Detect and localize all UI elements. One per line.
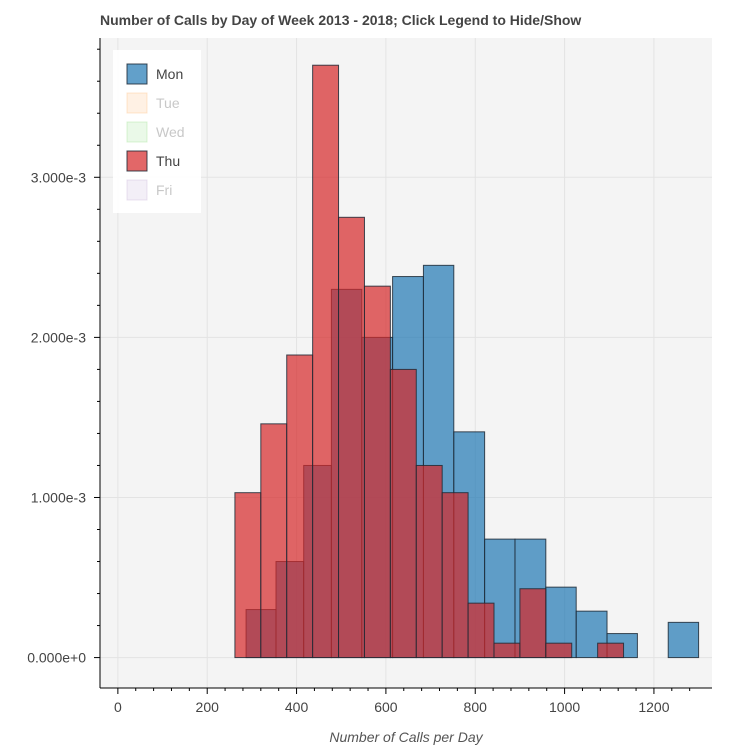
legend[interactable]: Mon Tue Wed Thu Fri: [113, 50, 201, 213]
bar-thu: [338, 216, 365, 659]
y-tick-label: 2.000e-3: [31, 329, 86, 345]
legend-item-mon[interactable]: Mon: [126, 63, 183, 85]
bar-thu: [441, 492, 469, 659]
x-tick-label: 200: [196, 699, 220, 715]
bar-thu: [234, 492, 262, 659]
x-tick-label: 800: [464, 699, 488, 715]
x-axis-label: Number of Calls per Day: [329, 729, 483, 745]
bar-thu: [260, 423, 288, 659]
legend-swatch[interactable]: [126, 179, 148, 201]
legend-label[interactable]: Fri: [156, 182, 172, 198]
bar-thu: [597, 642, 625, 659]
bar-thu: [519, 588, 547, 659]
x-tick-label: 1000: [549, 699, 580, 715]
x-tick-label: 0: [114, 699, 122, 715]
legend-label[interactable]: Wed: [156, 124, 185, 140]
bar-thu: [389, 368, 417, 659]
axes: 0 200 400 600 800 1000 1200 0.000e+0 1.000e-3 2.0…: [27, 38, 712, 715]
legend-swatch[interactable]: [126, 92, 148, 114]
bar-thu: [467, 602, 495, 659]
bar-mon: [667, 621, 700, 659]
bar-thu: [286, 354, 314, 659]
bar-thu: [493, 642, 521, 659]
legend-swatch[interactable]: [126, 150, 148, 172]
y-tick-label: 0.000e+0: [27, 650, 86, 666]
legend-item-fri[interactable]: Fri: [126, 179, 172, 201]
bar-thu: [545, 642, 573, 659]
legend-swatch[interactable]: [126, 121, 148, 143]
x-tick-label: 400: [285, 699, 309, 715]
bar-thu: [363, 285, 391, 659]
chart-title: Number of Calls by Day of Week 2013 - 20…: [100, 12, 582, 28]
x-tick-label: 1200: [638, 699, 669, 715]
bar-thu: [415, 464, 443, 659]
y-tick-label: 1.000e-3: [31, 489, 86, 505]
y-tick-label: 3.000e-3: [31, 169, 86, 185]
bar-thu: [312, 64, 340, 659]
histogram-bars: [234, 64, 700, 659]
legend-item-tue[interactable]: Tue: [126, 92, 180, 114]
legend-label[interactable]: Mon: [156, 66, 183, 82]
legend-label[interactable]: Tue: [156, 95, 180, 111]
legend-swatch[interactable]: [126, 63, 148, 85]
x-tick-label: 600: [374, 699, 398, 715]
legend-item-wed[interactable]: Wed: [126, 121, 185, 143]
legend-label[interactable]: Thu: [156, 153, 180, 169]
legend-item-thu[interactable]: Thu: [126, 150, 180, 172]
